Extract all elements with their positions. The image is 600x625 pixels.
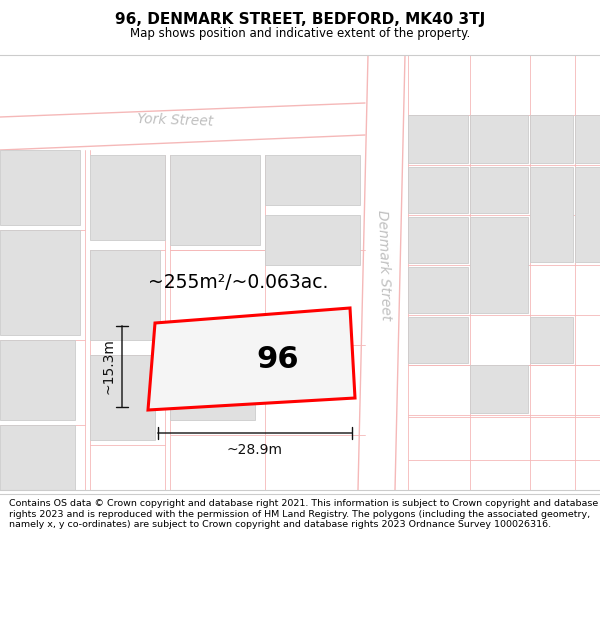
Text: ~28.9m: ~28.9m xyxy=(227,443,283,457)
Polygon shape xyxy=(148,308,355,410)
Bar xyxy=(575,167,600,262)
Bar xyxy=(530,167,573,262)
Bar xyxy=(265,215,360,265)
Bar xyxy=(170,155,260,245)
Text: ~15.3m: ~15.3m xyxy=(102,339,116,394)
Bar xyxy=(265,155,360,205)
Bar xyxy=(408,267,468,313)
Bar xyxy=(470,217,528,313)
Text: 96, DENMARK STREET, BEDFORD, MK40 3TJ: 96, DENMARK STREET, BEDFORD, MK40 3TJ xyxy=(115,12,485,27)
Bar xyxy=(0,230,80,335)
Text: Denmark Street: Denmark Street xyxy=(375,209,393,321)
Bar xyxy=(90,355,155,440)
Bar xyxy=(575,115,600,163)
Bar xyxy=(90,155,165,240)
Text: ~255m²/~0.063ac.: ~255m²/~0.063ac. xyxy=(148,274,328,292)
Bar xyxy=(408,317,468,363)
Text: York Street: York Street xyxy=(137,112,213,128)
Bar xyxy=(470,365,528,413)
Bar xyxy=(0,425,75,490)
Bar xyxy=(470,115,528,163)
Bar xyxy=(170,355,255,420)
Bar xyxy=(0,150,80,225)
Bar xyxy=(530,115,573,163)
Bar xyxy=(90,250,160,340)
Bar xyxy=(470,167,528,213)
Text: Contains OS data © Crown copyright and database right 2021. This information is : Contains OS data © Crown copyright and d… xyxy=(9,499,598,529)
Bar xyxy=(408,115,468,163)
Bar xyxy=(408,217,468,263)
Text: Map shows position and indicative extent of the property.: Map shows position and indicative extent… xyxy=(130,27,470,39)
Bar xyxy=(408,167,468,213)
Bar xyxy=(0,340,75,420)
Bar xyxy=(530,317,573,363)
Text: 96: 96 xyxy=(257,346,299,374)
